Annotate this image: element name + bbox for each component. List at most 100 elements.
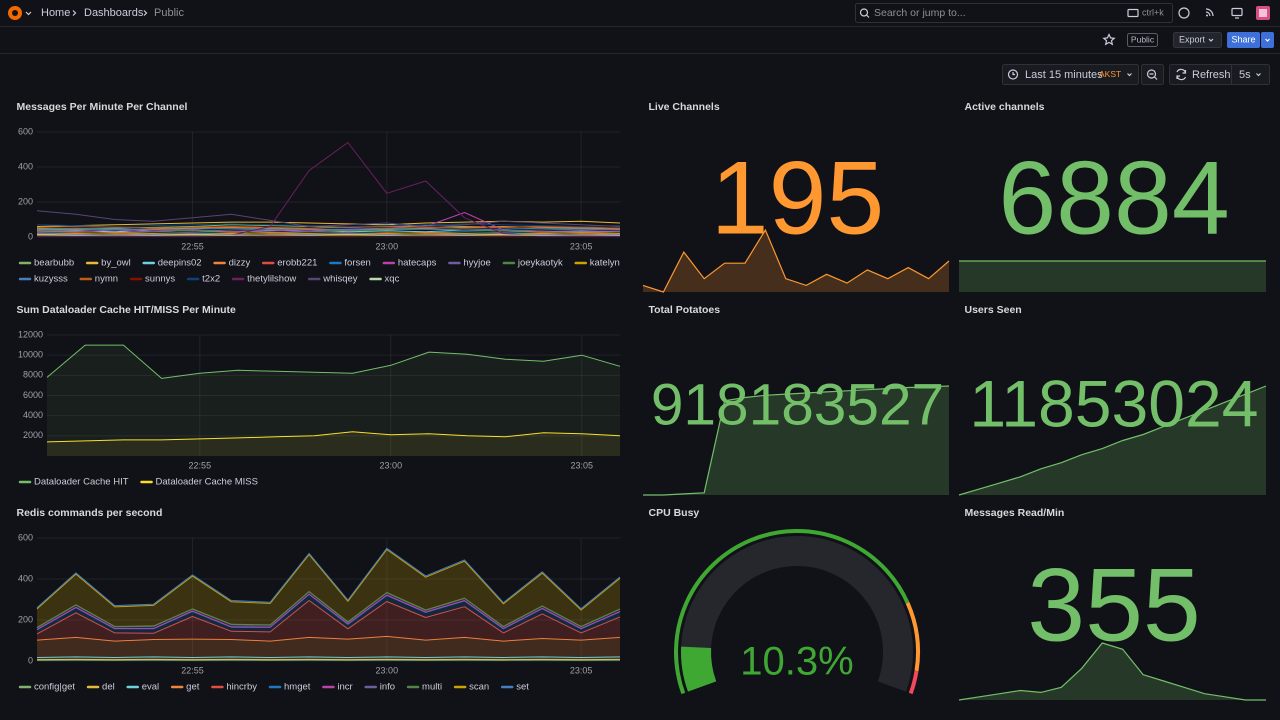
legend-label[interactable]: forsen xyxy=(344,258,370,269)
zoom-icon xyxy=(1146,69,1157,79)
series-area xyxy=(47,431,620,456)
panel-title: Active channels xyxy=(965,101,1045,113)
legend-label[interactable]: scan xyxy=(469,682,489,693)
x-tick-label: 22:55 xyxy=(181,241,204,251)
legend-label[interactable]: multi xyxy=(422,682,442,693)
series-area xyxy=(47,345,620,456)
chevron xyxy=(1256,73,1261,77)
chevron xyxy=(25,11,32,16)
legend-label[interactable]: joeykaotyk xyxy=(517,258,563,269)
legend-label[interactable]: deepins02 xyxy=(158,258,202,269)
avatar-inner xyxy=(1259,9,1267,17)
legend-label[interactable]: Dataloader Cache HIT xyxy=(34,477,129,488)
legend-label[interactable]: del xyxy=(102,682,115,693)
panel xyxy=(8,298,632,500)
panel xyxy=(640,298,955,500)
legend-label[interactable]: info xyxy=(380,682,395,693)
share-menu[interactable] xyxy=(1261,32,1274,48)
legend-label[interactable]: katelyn xyxy=(590,258,620,269)
series-line xyxy=(36,549,621,611)
series-line xyxy=(36,231,621,234)
legend-label[interactable]: get xyxy=(186,682,200,693)
news-icon[interactable] xyxy=(1205,8,1214,17)
legend-label[interactable]: bearbubb xyxy=(34,258,74,269)
gauge-label: 10.3% xyxy=(740,640,853,684)
breadcrumb[interactable]: Dashboards xyxy=(84,7,144,19)
x-tick-label: 23:00 xyxy=(380,460,403,470)
legend-label[interactable]: hyyjoe xyxy=(463,258,490,269)
sparkline-area xyxy=(959,386,1266,495)
sparkline-area xyxy=(959,643,1266,700)
legend-label[interactable]: dizzy xyxy=(229,258,251,269)
search-icon xyxy=(866,14,870,18)
sparkline-line xyxy=(643,385,950,496)
legend-label[interactable]: sunnys xyxy=(145,274,175,285)
help-icon[interactable] xyxy=(1178,7,1190,19)
export-button[interactable] xyxy=(1173,32,1222,48)
legend-label[interactable]: config|get xyxy=(34,682,75,693)
legend-label[interactable]: hmget xyxy=(284,682,311,693)
legend-label[interactable]: hincrby xyxy=(226,682,257,693)
y-tick-label: 2000 xyxy=(23,430,43,440)
breadcrumb[interactable]: Home xyxy=(41,7,70,19)
legend-label[interactable]: xqc xyxy=(385,274,400,285)
legend-label[interactable]: kuzysss xyxy=(34,274,68,285)
separator xyxy=(143,10,148,16)
star-icon[interactable] xyxy=(1102,33,1116,46)
kiosk-icon[interactable] xyxy=(1231,7,1243,17)
legend-label[interactable]: incr xyxy=(337,682,352,693)
refresh-picker[interactable] xyxy=(1169,64,1270,85)
series-line xyxy=(36,593,621,630)
export-label: Export xyxy=(1179,34,1206,44)
legend-label[interactable]: set xyxy=(516,682,529,693)
panel-title: Messages Per Minute Per Channel xyxy=(17,101,188,113)
series-line xyxy=(36,210,621,227)
legend-label[interactable]: t2x2 xyxy=(202,274,220,285)
series-area xyxy=(37,600,620,642)
refresh-label: Refresh xyxy=(1192,69,1231,81)
share-button[interactable] xyxy=(1227,32,1260,48)
panel-title: Sum Dataloader Cache HIT/MISS Per Minute xyxy=(17,304,237,316)
panel xyxy=(956,501,1272,705)
series-line xyxy=(36,591,621,628)
stat-value: 195 xyxy=(711,141,885,257)
x-tick-label: 23:00 xyxy=(376,665,399,675)
panel xyxy=(956,95,1272,297)
y-tick-label: 200 xyxy=(18,196,33,206)
search-placeholder: Search or jump to... xyxy=(874,7,966,19)
chevron xyxy=(1127,73,1132,77)
legend-label[interactable]: whisqey xyxy=(322,274,358,285)
panel-title: CPU Busy xyxy=(649,507,700,519)
sparkline-line xyxy=(958,642,1266,701)
legend-label[interactable]: eval xyxy=(142,682,159,693)
series-area xyxy=(37,636,620,658)
legend-label[interactable]: Dataloader Cache MISS xyxy=(156,477,258,488)
panel xyxy=(956,298,1272,500)
series-line xyxy=(36,547,621,610)
panel-title: Messages Read/Min xyxy=(965,507,1065,519)
sparkline-area xyxy=(959,261,1266,292)
legend-label[interactable]: erobb221 xyxy=(277,258,317,269)
x-tick-label: 23:05 xyxy=(570,241,593,251)
y-tick-label: 400 xyxy=(18,573,33,583)
time-picker[interactable] xyxy=(1002,64,1139,85)
legend-label[interactable]: nymn xyxy=(95,274,118,285)
legend-label[interactable]: hatecaps xyxy=(398,258,437,269)
gauge-threshold xyxy=(674,529,910,695)
y-tick-label: 600 xyxy=(18,532,33,542)
series-line xyxy=(46,344,621,379)
logo-inner xyxy=(12,10,18,16)
legend-label[interactable]: thetylilshow xyxy=(247,274,296,285)
separator xyxy=(72,10,77,16)
search-shortcut: ctrl+k xyxy=(1142,7,1164,17)
legend-label[interactable]: by_owl xyxy=(101,258,131,269)
keyboard-icon xyxy=(1127,8,1139,18)
gauge-threshold xyxy=(905,601,920,672)
y-tick-label: 6000 xyxy=(23,390,43,400)
series-line xyxy=(46,431,621,443)
series-line xyxy=(36,232,621,235)
x-tick-label: 23:05 xyxy=(570,665,593,675)
search-box[interactable] xyxy=(855,3,1173,23)
